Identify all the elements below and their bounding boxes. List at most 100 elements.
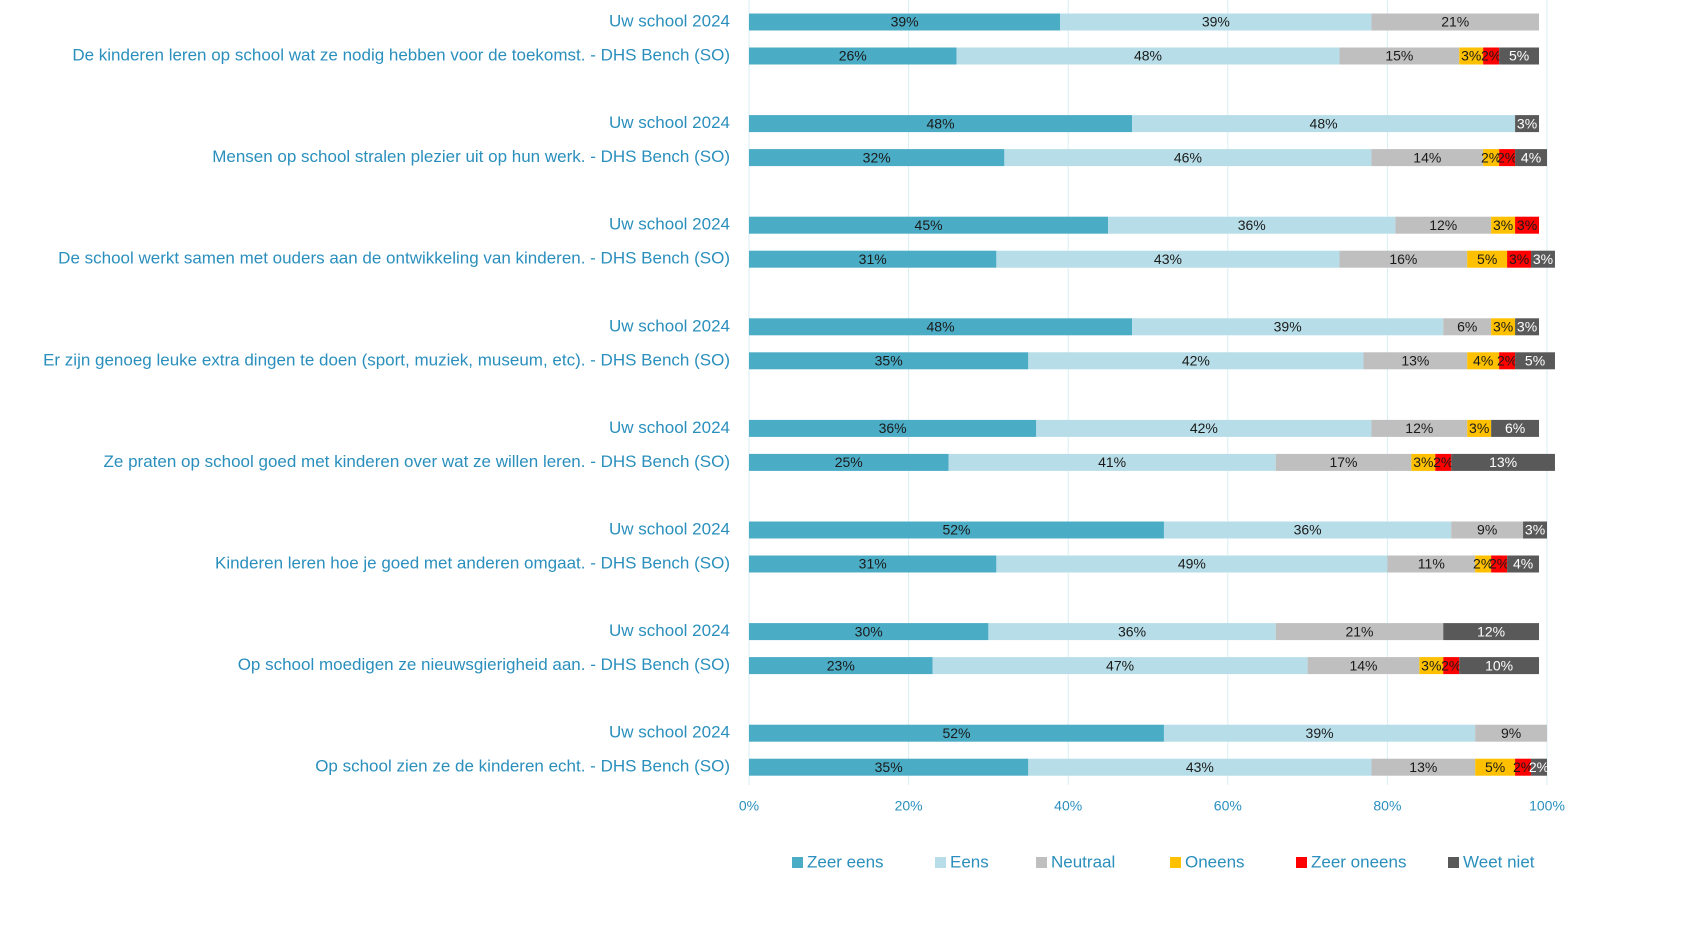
bar-segment xyxy=(1515,149,1547,167)
value-label: 52% xyxy=(942,725,970,741)
value-label: 12% xyxy=(1405,420,1433,436)
bar-segment xyxy=(1515,758,1532,776)
bar-segment xyxy=(948,453,1276,471)
bar-segment xyxy=(1435,453,1452,471)
bar-segment xyxy=(749,216,1109,234)
row-label: Kinderen leren hoe je goed met anderen o… xyxy=(215,553,730,572)
legend-swatch xyxy=(1296,857,1307,868)
value-label: 5% xyxy=(1485,759,1505,775)
value-label: 31% xyxy=(859,251,887,267)
bar-segment xyxy=(1387,555,1476,573)
bar-segment xyxy=(1419,657,1444,675)
value-label: 39% xyxy=(1306,725,1334,741)
value-label: 2% xyxy=(1433,454,1453,470)
bar-segment xyxy=(1028,352,1364,370)
bar-segment xyxy=(1483,149,1500,167)
value-label: 3% xyxy=(1469,420,1489,436)
value-label: 3% xyxy=(1461,48,1481,64)
value-label: 6% xyxy=(1457,319,1477,335)
legend-swatch xyxy=(792,857,803,868)
value-label: 25% xyxy=(835,454,863,470)
value-label: 39% xyxy=(1274,319,1302,335)
value-label: 42% xyxy=(1182,353,1210,369)
value-label: 26% xyxy=(839,48,867,64)
bar-segment xyxy=(749,47,957,65)
row-label: De kinderen leren op school wat ze nodig… xyxy=(72,45,730,64)
x-tick-label: 40% xyxy=(1054,798,1082,814)
legend-swatch xyxy=(1170,857,1181,868)
bar-segment xyxy=(1531,250,1555,268)
value-label: 13% xyxy=(1401,353,1429,369)
value-label: 39% xyxy=(891,14,919,30)
row-label: Uw school 2024 xyxy=(609,519,730,538)
value-label: 2% xyxy=(1489,556,1509,572)
value-label: 16% xyxy=(1389,251,1417,267)
value-label: 32% xyxy=(863,149,891,165)
value-label: 5% xyxy=(1525,353,1545,369)
bar-segment xyxy=(932,657,1308,675)
row-label: Uw school 2024 xyxy=(609,11,730,30)
value-label: 3% xyxy=(1413,454,1433,470)
value-label: 52% xyxy=(942,522,970,538)
row-label: Uw school 2024 xyxy=(609,316,730,335)
bar-segment xyxy=(1132,318,1444,336)
value-label: 43% xyxy=(1154,251,1182,267)
legend-label: Oneens xyxy=(1185,852,1245,871)
bar-segment xyxy=(749,352,1029,370)
x-tick-label: 20% xyxy=(895,798,923,814)
bar-segment xyxy=(1411,453,1436,471)
value-label: 10% xyxy=(1485,657,1513,673)
value-label: 35% xyxy=(875,759,903,775)
value-label: 9% xyxy=(1477,522,1497,538)
value-label: 3% xyxy=(1493,217,1513,233)
bar-segment xyxy=(1371,149,1484,167)
bar-segment xyxy=(988,623,1276,641)
bar-segment xyxy=(1475,555,1492,573)
bar-segment xyxy=(749,318,1133,336)
value-label: 30% xyxy=(855,623,883,639)
bar-segment xyxy=(1467,419,1492,437)
value-label: 3% xyxy=(1517,115,1537,131)
value-label: 15% xyxy=(1385,48,1413,64)
value-label: 48% xyxy=(1310,115,1338,131)
bar-segment xyxy=(749,149,1005,167)
bar-segment xyxy=(749,758,1029,776)
value-label: 36% xyxy=(1238,217,1266,233)
legend-label: Zeer oneens xyxy=(1311,852,1406,871)
row-label: Uw school 2024 xyxy=(609,723,730,742)
value-label: 36% xyxy=(1118,623,1146,639)
bar-segment xyxy=(1491,318,1516,336)
bar-segment xyxy=(749,555,997,573)
bar-segment xyxy=(1371,758,1476,776)
value-label: 13% xyxy=(1489,454,1517,470)
value-label: 43% xyxy=(1186,759,1214,775)
bar-segment xyxy=(1515,115,1540,133)
value-label: 3% xyxy=(1421,657,1441,673)
value-label: 5% xyxy=(1509,48,1529,64)
bar-segment xyxy=(1036,419,1372,437)
bar-segment xyxy=(1163,521,1452,539)
legend-label: Zeer eens xyxy=(807,852,884,871)
value-label: 5% xyxy=(1477,251,1497,267)
legend-swatch xyxy=(1448,857,1459,868)
value-label: 3% xyxy=(1509,251,1529,267)
bar-segment xyxy=(1467,352,1500,370)
row-label: Op school zien ze de kinderen echt. - DH… xyxy=(315,757,730,776)
value-label: 3% xyxy=(1533,251,1553,267)
bar-segment xyxy=(1459,657,1540,675)
x-tick-label: 0% xyxy=(739,798,759,814)
bar-segment xyxy=(749,657,933,675)
bar-segment xyxy=(1132,115,1516,133)
bar-segment xyxy=(1531,758,1547,776)
value-label: 11% xyxy=(1418,556,1445,572)
bar-segment xyxy=(1499,149,1516,167)
bar-segment xyxy=(956,47,1340,65)
value-label: 21% xyxy=(1441,14,1469,30)
bar-segment xyxy=(1499,352,1516,370)
bar-segment xyxy=(1491,216,1516,234)
bar-segment xyxy=(1028,758,1372,776)
value-label: 48% xyxy=(927,319,955,335)
bar-segment xyxy=(1523,521,1547,539)
value-label: 17% xyxy=(1329,454,1357,470)
row-label: Uw school 2024 xyxy=(609,621,730,640)
